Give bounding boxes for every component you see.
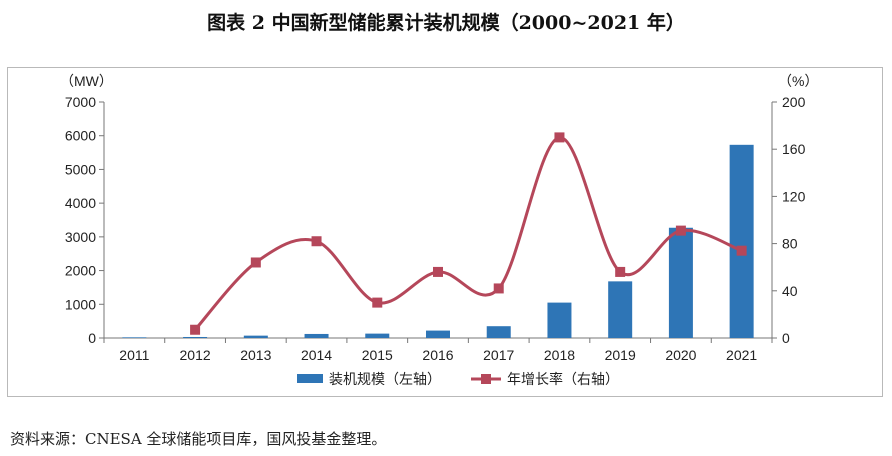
legend-line-marker: [481, 374, 491, 384]
x-tick-label: 2019: [605, 347, 636, 363]
growth-rate-marker: [372, 297, 383, 308]
bar: [486, 326, 511, 338]
x-tick-label: 2014: [301, 347, 332, 363]
left-tick-label: 5000: [65, 161, 96, 177]
x-tick-label: 2020: [665, 347, 696, 363]
bar: [365, 333, 390, 338]
growth-rate-marker: [736, 245, 747, 256]
legend-bar-swatch: [297, 374, 323, 383]
right-axis-unit: （%）: [778, 73, 818, 89]
growth-rate-marker: [615, 266, 626, 277]
bar: [243, 335, 268, 338]
growth-rate-marker: [250, 257, 261, 268]
x-tick-label: 2012: [180, 347, 211, 363]
bar: [183, 336, 208, 338]
x-tick-label: 2016: [422, 347, 453, 363]
bar: [122, 337, 147, 338]
chart-frame: [7, 67, 883, 397]
bar: [304, 333, 329, 338]
bars-group: [122, 144, 754, 338]
right-tick-label: 160: [782, 141, 806, 157]
right-tick-label: 80: [782, 236, 798, 252]
bar: [729, 144, 754, 338]
source-note: 资料来源：CNESA 全球储能项目库，国风投基金整理。: [10, 430, 387, 448]
bar: [608, 281, 633, 338]
growth-rate-marker: [190, 324, 201, 335]
left-tick-label: 1000: [65, 296, 96, 312]
bar: [547, 302, 572, 338]
axes-group: 0 1000 2000 3000 4000 5000 6000 7000 0 40 80 120 160…: [65, 94, 806, 363]
right-tick-label: 200: [782, 94, 806, 110]
left-tick-label: 0: [88, 330, 96, 346]
left-tick-label: 6000: [65, 128, 96, 144]
right-tick-label: 40: [782, 283, 798, 299]
left-axis-unit: （MW）: [60, 73, 113, 89]
growth-rate-marker: [433, 266, 443, 277]
bar: [426, 330, 450, 338]
legend-bar-label: 装机规模（左轴）: [329, 371, 441, 387]
bar: [668, 227, 693, 338]
legend: 装机规模（左轴） 年增长率（右轴）: [297, 371, 619, 387]
x-tick-label: 2015: [362, 347, 393, 363]
x-tick-label: 2021: [726, 347, 757, 363]
left-tick-label: 3000: [65, 229, 96, 245]
x-tick-label: 2013: [240, 347, 271, 363]
growth-rate-marker: [311, 236, 322, 247]
left-tick-label: 4000: [65, 195, 96, 211]
right-tick-label: 120: [782, 188, 806, 204]
x-tick-label: 2011: [119, 347, 149, 363]
growth-rate-marker: [554, 132, 565, 143]
growth-rate-marker: [493, 283, 504, 294]
growth-rate-line: [193, 135, 743, 331]
x-tick-label: 2018: [544, 347, 575, 363]
x-tick-label: 2017: [483, 347, 514, 363]
line-group: [190, 132, 747, 335]
legend-line-label: 年增长率（右轴）: [507, 371, 619, 387]
left-tick-label: 2000: [65, 263, 96, 279]
growth-rate-marker: [675, 225, 686, 236]
chart-title: 图表 2 中国新型储能累计装机规模（2000~2021 年）: [207, 12, 685, 34]
right-tick-label: 0: [782, 330, 790, 346]
left-tick-label: 7000: [65, 94, 96, 110]
